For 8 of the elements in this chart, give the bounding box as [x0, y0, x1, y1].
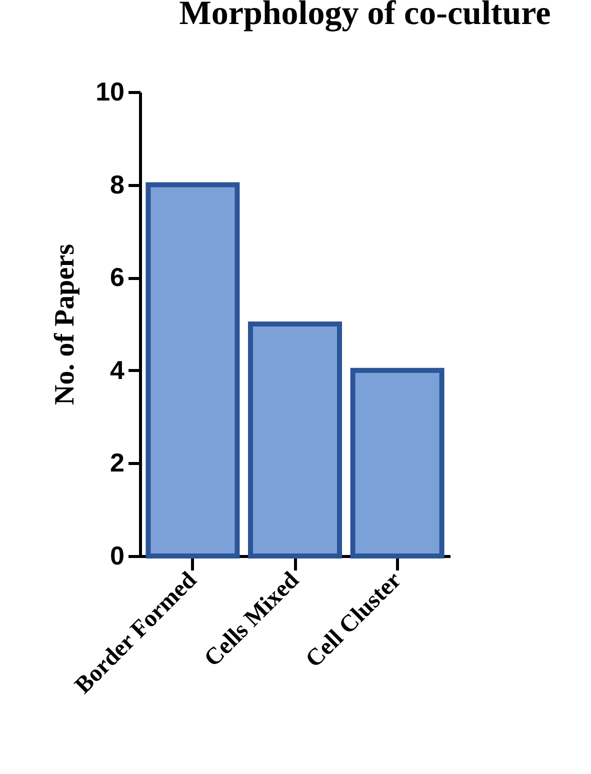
y-tick-label: 8 [110, 169, 124, 200]
y-tick-label: 4 [110, 354, 126, 385]
y-tick-label: 6 [110, 262, 124, 292]
y-axis-title: No. of Papers [50, 244, 81, 405]
y-tick-label: 2 [110, 448, 124, 478]
y-tick-label: 10 [96, 76, 124, 106]
chart-title: Morphology of co-culture [179, 0, 551, 32]
y-tick-label: 0 [110, 540, 124, 570]
